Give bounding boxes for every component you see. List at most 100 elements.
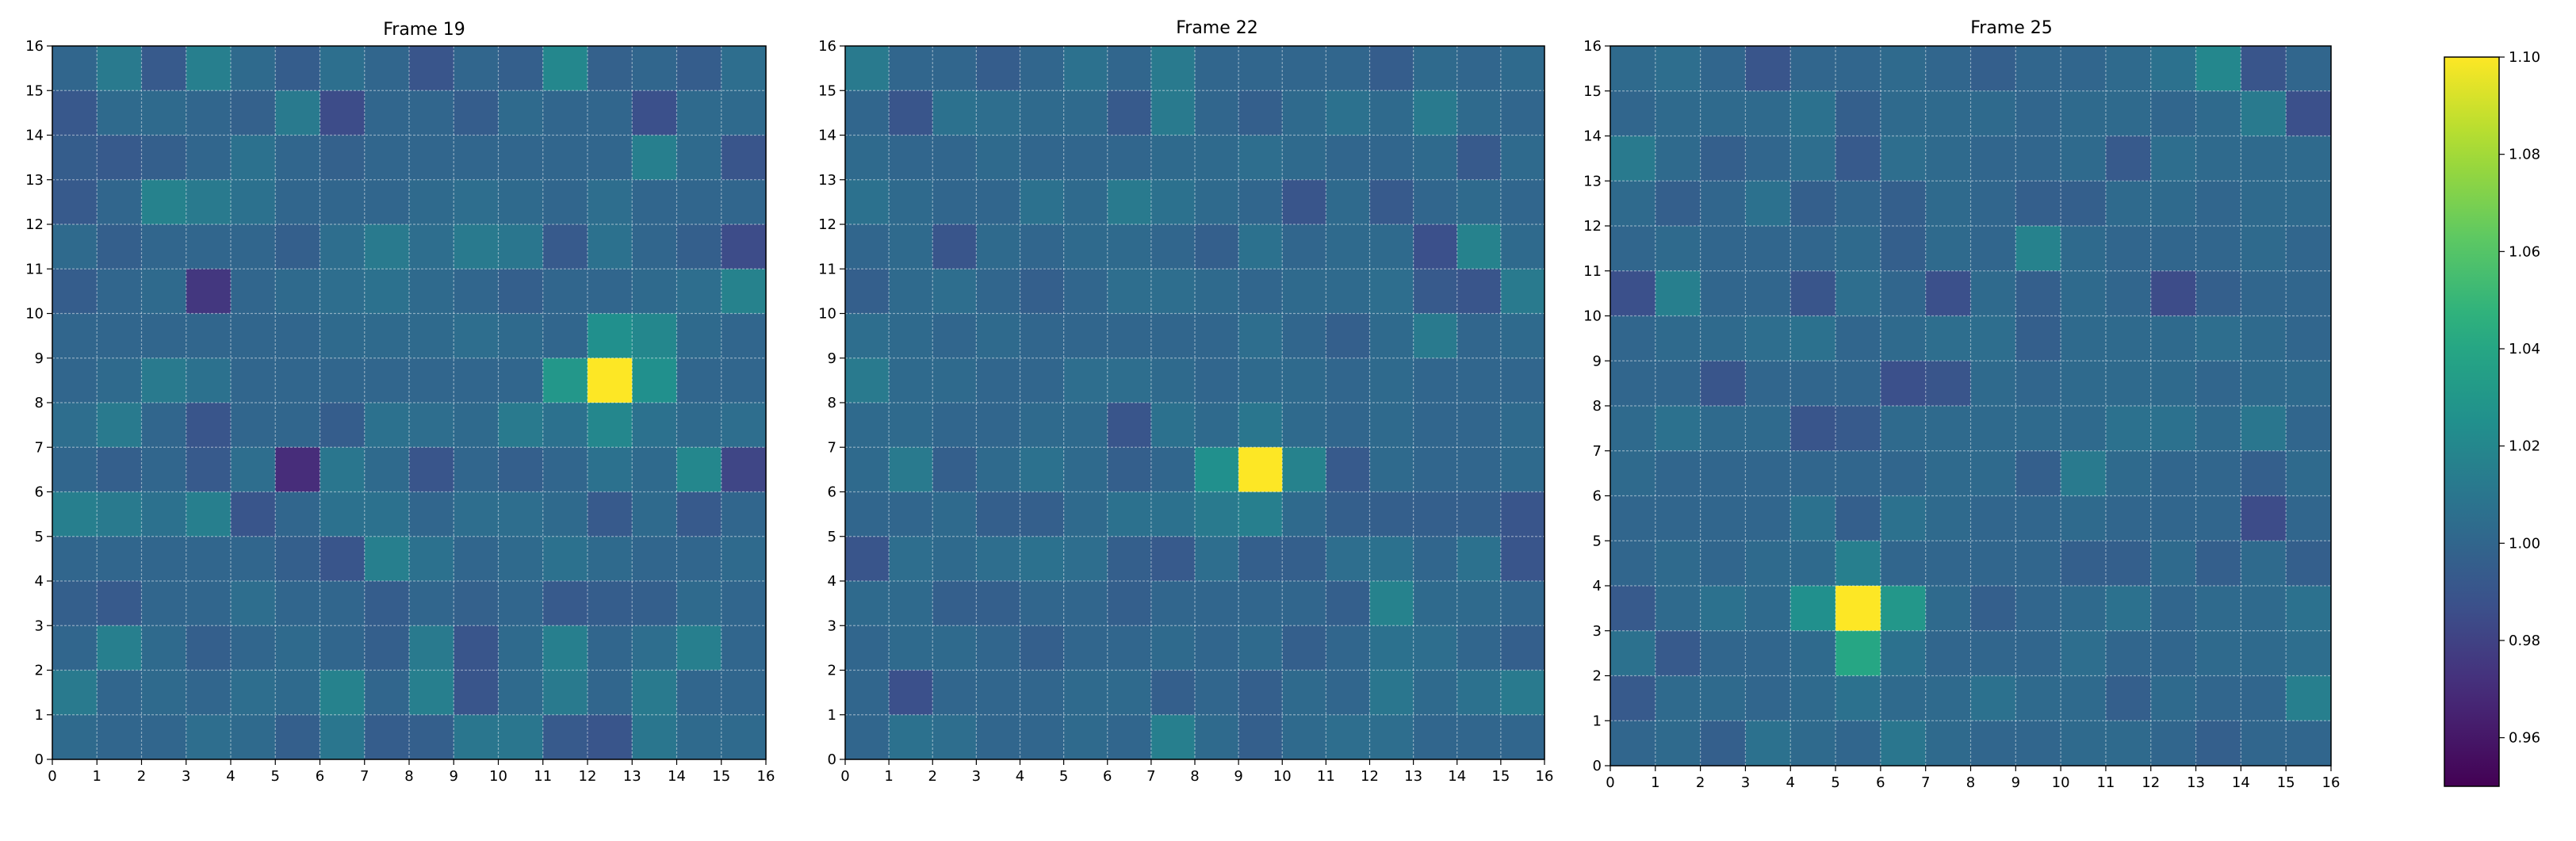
heatmap-cell (141, 313, 187, 359)
heatmap-cell (1610, 586, 1656, 632)
heatmap-cell (1456, 135, 1502, 181)
y-tick-label: 15 (1583, 83, 1602, 100)
heatmap-cell (1655, 270, 1701, 317)
heatmap-cell (1282, 46, 1326, 91)
heatmap-cell (409, 90, 454, 136)
heatmap-cell (141, 403, 187, 448)
heatmap-cell (498, 90, 544, 136)
x-tick-label: 5 (271, 768, 280, 785)
heatmap-cell (2105, 495, 2152, 541)
x-axis: 0 1 2 3 4 5 6 7 8 9 10 11 12 13 14 15 16 (1606, 766, 2340, 791)
heatmap-cell (1369, 224, 1414, 270)
colorbar-tick-label: 1.02 (2509, 438, 2540, 455)
heatmap-cell (1369, 90, 1414, 136)
heatmap-cell (1970, 630, 2016, 677)
heatmap-cell (1020, 46, 1065, 91)
y-tick-label: 3 (1593, 623, 1602, 640)
heatmap-cell (409, 269, 454, 315)
heatmap-cell (1238, 625, 1283, 671)
heatmap-cell (1413, 179, 1458, 225)
heatmap-cell (2195, 541, 2241, 587)
heatmap-cell (2195, 450, 2241, 497)
heatmap-cell (1282, 491, 1326, 537)
heatmap-cell (2195, 586, 2241, 632)
x-tick-label: 1 (1651, 774, 1659, 791)
heatmap-cell (409, 224, 454, 270)
y-tick-label: 12 (25, 216, 44, 233)
heatmap-cell (1063, 135, 1108, 181)
y-tick-label: 16 (25, 38, 44, 55)
heatmap-cell (2195, 675, 2241, 721)
x-tick-label: 12 (579, 768, 597, 785)
x-tick-label: 8 (1966, 774, 1975, 791)
heatmap-cell (364, 90, 410, 136)
heatmap-cell (364, 581, 410, 626)
heatmap-cell (676, 90, 722, 136)
heatmap-cell (231, 491, 276, 537)
heatmap-cell (632, 536, 678, 582)
heatmap-cell (2286, 630, 2332, 677)
x-tick-label: 10 (489, 768, 507, 785)
y-tick-label: 0 (828, 751, 836, 768)
heatmap-cell (186, 447, 232, 493)
heatmap-cell (1238, 447, 1283, 493)
heatmap-cell (542, 625, 588, 671)
heatmap-cell (1655, 541, 1701, 587)
x-tick-label: 15 (1491, 768, 1510, 785)
heatmap-cell (2241, 90, 2287, 137)
heatmap-cell (588, 447, 633, 493)
heatmap-cell (932, 491, 977, 537)
heatmap-cell (1282, 403, 1326, 448)
heatmap-cell (1925, 450, 1972, 497)
heatmap-cell (52, 625, 98, 671)
heatmap-cell (2105, 226, 2152, 272)
heatmap-cell (721, 224, 767, 270)
heatmap-cell (454, 536, 500, 582)
heatmap-cell (52, 714, 98, 760)
y-tick-label: 5 (35, 529, 44, 545)
heatmap-cell (2195, 270, 2241, 317)
heatmap-cell (320, 269, 366, 315)
heatmap-cell (2061, 181, 2107, 227)
heatmap-cell (1880, 495, 1927, 541)
heatmap-cell (1413, 135, 1458, 181)
x-tick-label: 11 (534, 768, 552, 785)
heatmap-cell (932, 403, 977, 448)
heatmap-cell (1456, 491, 1502, 537)
heatmap-cell (1925, 226, 1972, 272)
heatmap-cell (1456, 714, 1502, 760)
heatmap-cell (97, 224, 143, 270)
heatmap-cell (889, 581, 933, 626)
heatmap-cell (1413, 670, 1458, 716)
heatmap-cell (845, 224, 890, 270)
heatmap-cell (676, 670, 722, 716)
heatmap-cell (1326, 670, 1371, 716)
heatmap-cell (542, 670, 588, 716)
heatmap-cell (1413, 491, 1458, 537)
y-tick-label: 13 (1583, 173, 1602, 189)
heatmap-cell (1195, 447, 1239, 493)
heatmap-cell (632, 670, 678, 716)
x-tick-label: 7 (1921, 774, 1930, 791)
heatmap-cell (1790, 630, 1836, 677)
heatmap-cell (1020, 135, 1065, 181)
heatmap-cell (2195, 406, 2241, 452)
heatmap-cell (275, 135, 321, 181)
heatmap-cell (1107, 670, 1152, 716)
heatmap-cell (632, 269, 678, 315)
x-tick-label: 3 (972, 768, 981, 785)
heatmap-cell (889, 447, 933, 493)
colorbar-tick-label: 1.08 (2509, 147, 2540, 163)
heatmap-cell (1063, 714, 1108, 760)
heatmap-cell (1925, 270, 1972, 317)
heatmap-cell (1456, 625, 1502, 671)
heatmap-cell (1195, 491, 1239, 537)
heatmap-cell (2015, 406, 2061, 452)
heatmap-cell (454, 447, 500, 493)
heatmap-cell (2241, 136, 2287, 182)
heatmap-cell (97, 179, 143, 225)
heatmap-cell (1107, 269, 1152, 315)
heatmap-cell (498, 625, 544, 671)
x-tick-label: 16 (2322, 774, 2341, 791)
heatmap-cell (2150, 675, 2197, 721)
